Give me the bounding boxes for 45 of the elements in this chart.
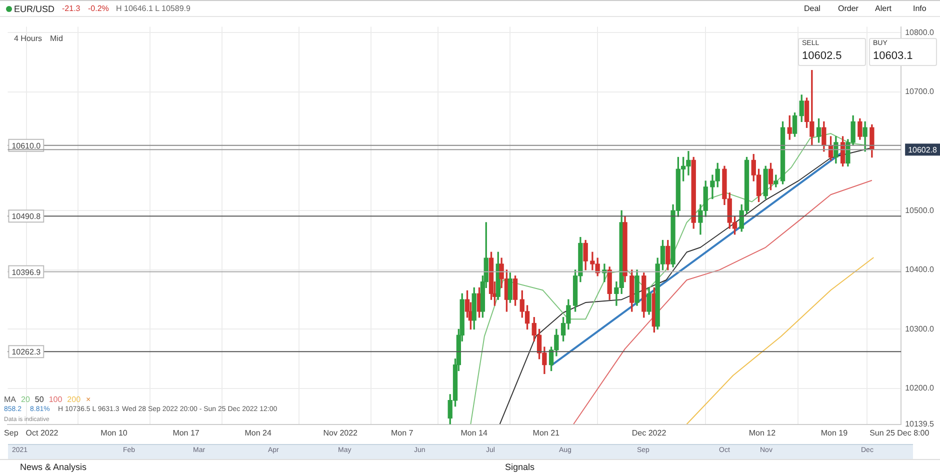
text: -0.2%	[88, 4, 109, 13]
x-tick-label: Mon 19	[820, 428, 848, 438]
x-tick-label: Mon 17	[172, 428, 200, 438]
y-tick-label: 10400.0	[905, 265, 935, 274]
y-tick-label: 10139.5	[905, 420, 935, 429]
x-tick-label: Mon 21	[532, 428, 560, 438]
annotation: ×	[86, 395, 91, 404]
legend-title: MA	[4, 395, 16, 404]
x-tick-label: Mon 24	[244, 428, 272, 438]
ref-line-label: 10602.8	[908, 146, 938, 155]
ref-line-label: 10396.9	[12, 268, 42, 277]
y-tick-label: 10800.0	[905, 28, 935, 37]
ref-line-label: 10262.3	[12, 348, 42, 357]
annotation: Mid	[50, 34, 63, 43]
text: Signals	[505, 462, 535, 472]
text: 100	[48, 395, 62, 404]
text: -21.3	[62, 4, 80, 13]
text: 200	[67, 395, 81, 404]
text: Alert	[875, 4, 892, 13]
ref-line-label: 10610.0	[12, 141, 42, 150]
x-tick-label: Oct 2022	[26, 428, 59, 438]
y-tick-label: 10700.0	[905, 87, 935, 96]
text: H 10646.1 L 10589.9	[116, 4, 190, 13]
x-tick-label: Sep	[4, 428, 19, 438]
x-tick-label: Dec 2022	[632, 428, 667, 438]
annotation: 10602.5	[802, 50, 842, 62]
x-tick-label: Mon 14	[460, 428, 488, 438]
ref-line-label: 10490.8	[12, 212, 42, 222]
y-tick-label: 10500.0	[905, 206, 935, 215]
text: 50	[34, 395, 44, 404]
x-tick-label: Mon 7	[390, 428, 414, 438]
y-tick-label: 10300.0	[905, 324, 935, 334]
text: Deal	[804, 4, 820, 13]
x-tick-label: Nov 2022	[323, 428, 358, 438]
annotation: 4 Hours	[14, 34, 42, 43]
x-tick-label: Sun 25 Dec 8:00	[870, 428, 930, 438]
text: Info	[913, 4, 926, 13]
x-tick-label: Mon 10	[100, 428, 128, 438]
chart-title: EUR/USD	[14, 4, 55, 14]
text: News & Analysis	[20, 462, 87, 472]
text: Order	[838, 4, 858, 13]
text: 20	[21, 395, 30, 404]
annotation: 10603.1	[873, 50, 913, 62]
y-tick-label: 10200.0	[905, 384, 935, 393]
x-tick-label: Mon 12	[748, 428, 776, 438]
